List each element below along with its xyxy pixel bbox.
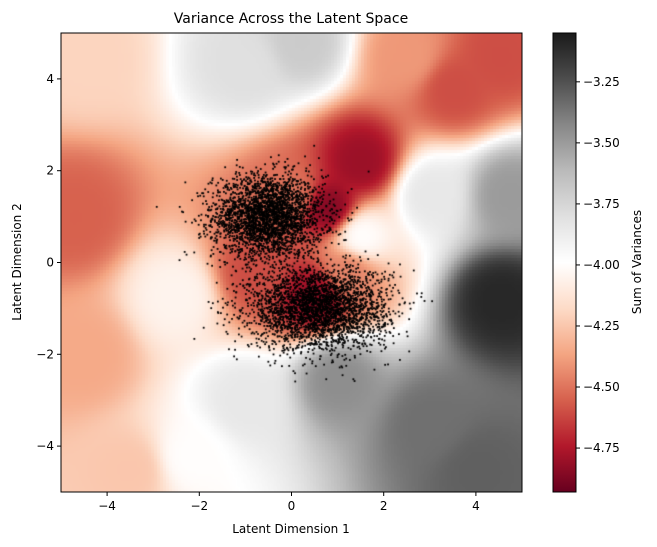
y-tick-label: 0: [46, 256, 54, 270]
colorbar-tick-label: −3.75: [583, 197, 620, 211]
y-tick-label: −2: [36, 347, 54, 361]
colorbar: −3.25 −3.50 −3.75 −4.00 −4.25 −4.50 −4.75 Sum …: [552, 32, 644, 493]
x-tick-label: 2: [380, 499, 388, 513]
colorbar-tick-label: −3.25: [583, 75, 620, 89]
scatter-points: [61, 33, 522, 492]
plot-area: [60, 32, 523, 493]
chart-title: Variance Across the Latent Space: [174, 11, 408, 27]
x-axis-label: Latent Dimension 1: [232, 522, 350, 536]
colorbar-tick-label: −4.00: [583, 258, 620, 272]
scatter-canvas: [61, 33, 522, 492]
y-tick-label: 2: [46, 164, 54, 178]
x-axis-ticks: −4 −2 0 2 4: [98, 492, 480, 513]
x-tick-label: 0: [288, 499, 296, 513]
colorbar-tick-label: −3.50: [583, 136, 620, 150]
colorbar-label: Sum of Variances: [630, 210, 644, 314]
x-tick-label: −4: [98, 499, 116, 513]
x-tick-label: −2: [190, 499, 208, 513]
colorbar-bar: [552, 32, 577, 493]
colorbar-tick-label: −4.50: [583, 380, 620, 394]
colorbar-tick-label: −4.75: [583, 441, 620, 455]
y-tick-label: 4: [46, 72, 54, 86]
colorbar-tick-label: −4.25: [583, 319, 620, 333]
colorbar-ticks: −3.25 −3.50 −3.75 −4.00 −4.25 −4.50 −4.75: [576, 75, 620, 455]
y-tick-label: −4: [36, 439, 54, 453]
y-axis-label: Latent Dimension 2: [10, 203, 24, 321]
y-axis-ticks: −4 −2 0 2 4: [36, 72, 61, 453]
x-tick-label: 4: [472, 499, 480, 513]
